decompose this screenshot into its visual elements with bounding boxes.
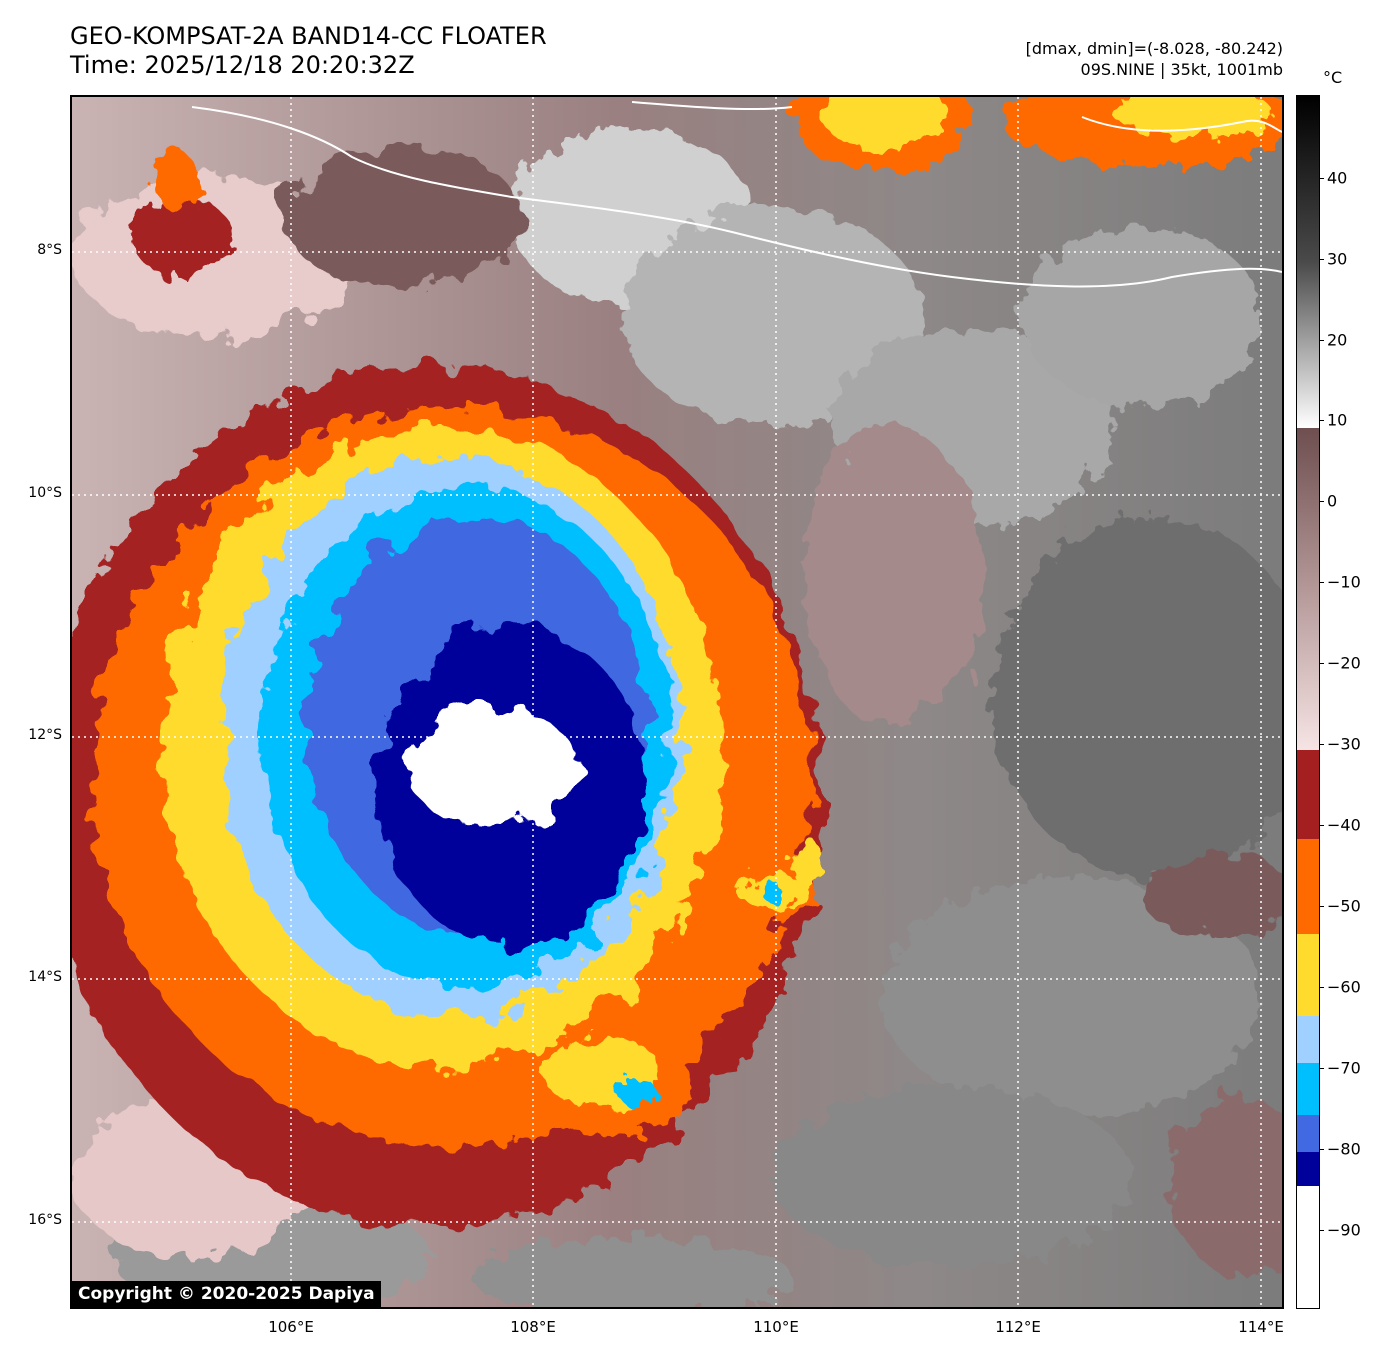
colorbar-tick-minus70: −70	[1327, 1058, 1361, 1078]
colorbar-tick-minus40: −40	[1327, 815, 1361, 835]
colorbar-tick-40: 40	[1327, 168, 1348, 188]
colorbar-tickmark	[1320, 1230, 1324, 1231]
lat-lon-gridlines	[72, 97, 1282, 1307]
colorbar-tickmark	[1320, 420, 1324, 421]
chart-title: GEO-KOMPSAT-2A BAND14-CC FLOATER Time: 2…	[70, 22, 547, 80]
colorbar-tick-minus30: −30	[1327, 734, 1361, 754]
colorbar-tick-0: 0	[1327, 491, 1338, 511]
coastline-java	[191, 106, 1282, 288]
lon-label-106e: 106°E	[268, 1318, 314, 1336]
colorbar-tick-30: 30	[1327, 249, 1348, 269]
colorbar-tickmark	[1320, 825, 1324, 826]
colorbar-tickmark	[1320, 987, 1324, 988]
colorbar-tickmark	[1320, 744, 1324, 745]
lon-label-112e: 112°E	[995, 1318, 1041, 1336]
lon-label-108e: 108°E	[510, 1318, 556, 1336]
colorbar-tick-minus10: −10	[1327, 572, 1361, 592]
southern-convection	[532, 837, 822, 1137]
lon-label-114e: 114°E	[1238, 1318, 1284, 1336]
info-storm: 09S.NINE | 35kt, 1001mb	[1080, 60, 1283, 79]
colorbar-tickmark	[1320, 906, 1324, 907]
lat-label-12s: 12°S	[28, 727, 62, 743]
colorbar-tickmark	[1320, 663, 1324, 664]
colorbar-tick-minus90: −90	[1327, 1220, 1361, 1240]
colorbar-tickmark	[1320, 1068, 1324, 1069]
colorbar-tickmark	[1320, 582, 1324, 583]
colorbar-tick-minus20: −20	[1327, 653, 1361, 673]
colorbar-tick-minus50: −50	[1327, 896, 1361, 916]
gray-cloud-areas	[112, 127, 1282, 1307]
colorbar-tickmark	[1320, 1149, 1324, 1150]
lat-label-8s: 8°S	[37, 242, 62, 258]
colorbar-tick-minus60: −60	[1327, 977, 1361, 997]
northern-convection	[132, 97, 1282, 277]
colorbar-tickmark	[1320, 259, 1324, 260]
colorbar-tickmark	[1320, 501, 1324, 502]
title-line-satellite: GEO-KOMPSAT-2A BAND14-CC FLOATER	[70, 22, 547, 50]
title-line-time: Time: 2025/12/18 20:20:32Z	[70, 51, 415, 79]
colorbar	[1296, 95, 1320, 1309]
lon-label-110e: 110°E	[753, 1318, 799, 1336]
lat-label-14s: 14°S	[28, 969, 62, 985]
copyright-notice: Copyright © 2020-2025 Dapiya	[72, 1281, 381, 1307]
colorbar-gradient	[1297, 96, 1319, 1308]
satellite-map: Copyright © 2020-2025 Dapiya	[70, 95, 1284, 1309]
info-dmax-dmin: [dmax, dmin]=(-8.028, -80.242)	[1025, 39, 1283, 58]
storm-info: [dmax, dmin]=(-8.028, -80.242) 09S.NINE …	[1026, 38, 1283, 80]
colorbar-tickmark	[1320, 340, 1324, 341]
tropical-storm-cloud	[72, 367, 822, 1227]
colorbar-tick-20: 20	[1327, 330, 1348, 350]
colorbar-tickmark	[1320, 178, 1324, 179]
lat-label-10s: 10°S	[28, 485, 62, 501]
satellite-imagery	[72, 97, 1282, 1307]
colorbar-tick-minus80: −80	[1327, 1139, 1361, 1159]
colorbar-unit: °C	[1323, 68, 1343, 87]
coastline-java-north	[631, 101, 1282, 133]
colorbar-tick-10: 10	[1327, 410, 1348, 430]
lat-label-16s: 16°S	[28, 1212, 62, 1228]
